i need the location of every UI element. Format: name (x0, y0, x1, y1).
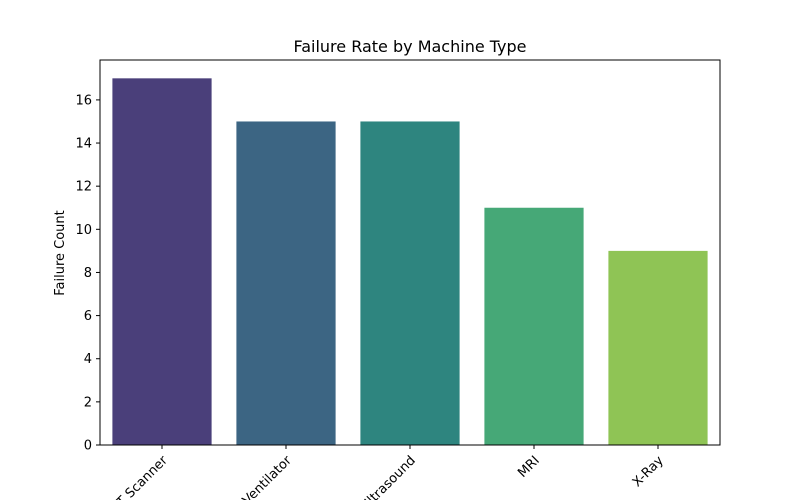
x-tick-label-3: MRI (515, 453, 543, 481)
bar-1 (236, 121, 336, 446)
y-tick-label-6: 12 (75, 180, 92, 195)
bar-0 (112, 78, 212, 445)
x-tick-label-4: X-Ray (630, 453, 667, 490)
y-axis-label: Failure Count (53, 210, 68, 296)
x-tick-label-1: Ventilator (240, 453, 295, 500)
y-tick-label-3: 6 (84, 309, 92, 324)
bar-3 (484, 207, 584, 445)
bar-4 (608, 250, 708, 445)
plot-area: 0 2 4 6 8 10 12 14 16 CT Scanner Ventilator Ultraso… (75, 59, 721, 500)
y-tick-label-5: 10 (75, 223, 92, 238)
y-tick-label-0: 0 (84, 439, 92, 454)
chart-title: Failure Rate by Machine Type (293, 37, 526, 56)
y-tick-label-1: 2 (84, 395, 92, 410)
y-tick-label-2: 4 (84, 352, 92, 367)
bar-2 (360, 121, 460, 446)
x-tick-label-0: CT Scanner (108, 453, 172, 500)
x-tick-label-2: Ultrasound (358, 453, 419, 500)
y-tick-label-4: 8 (84, 266, 92, 281)
y-tick-label-8: 16 (75, 93, 92, 108)
y-tick-label-7: 14 (75, 137, 92, 152)
